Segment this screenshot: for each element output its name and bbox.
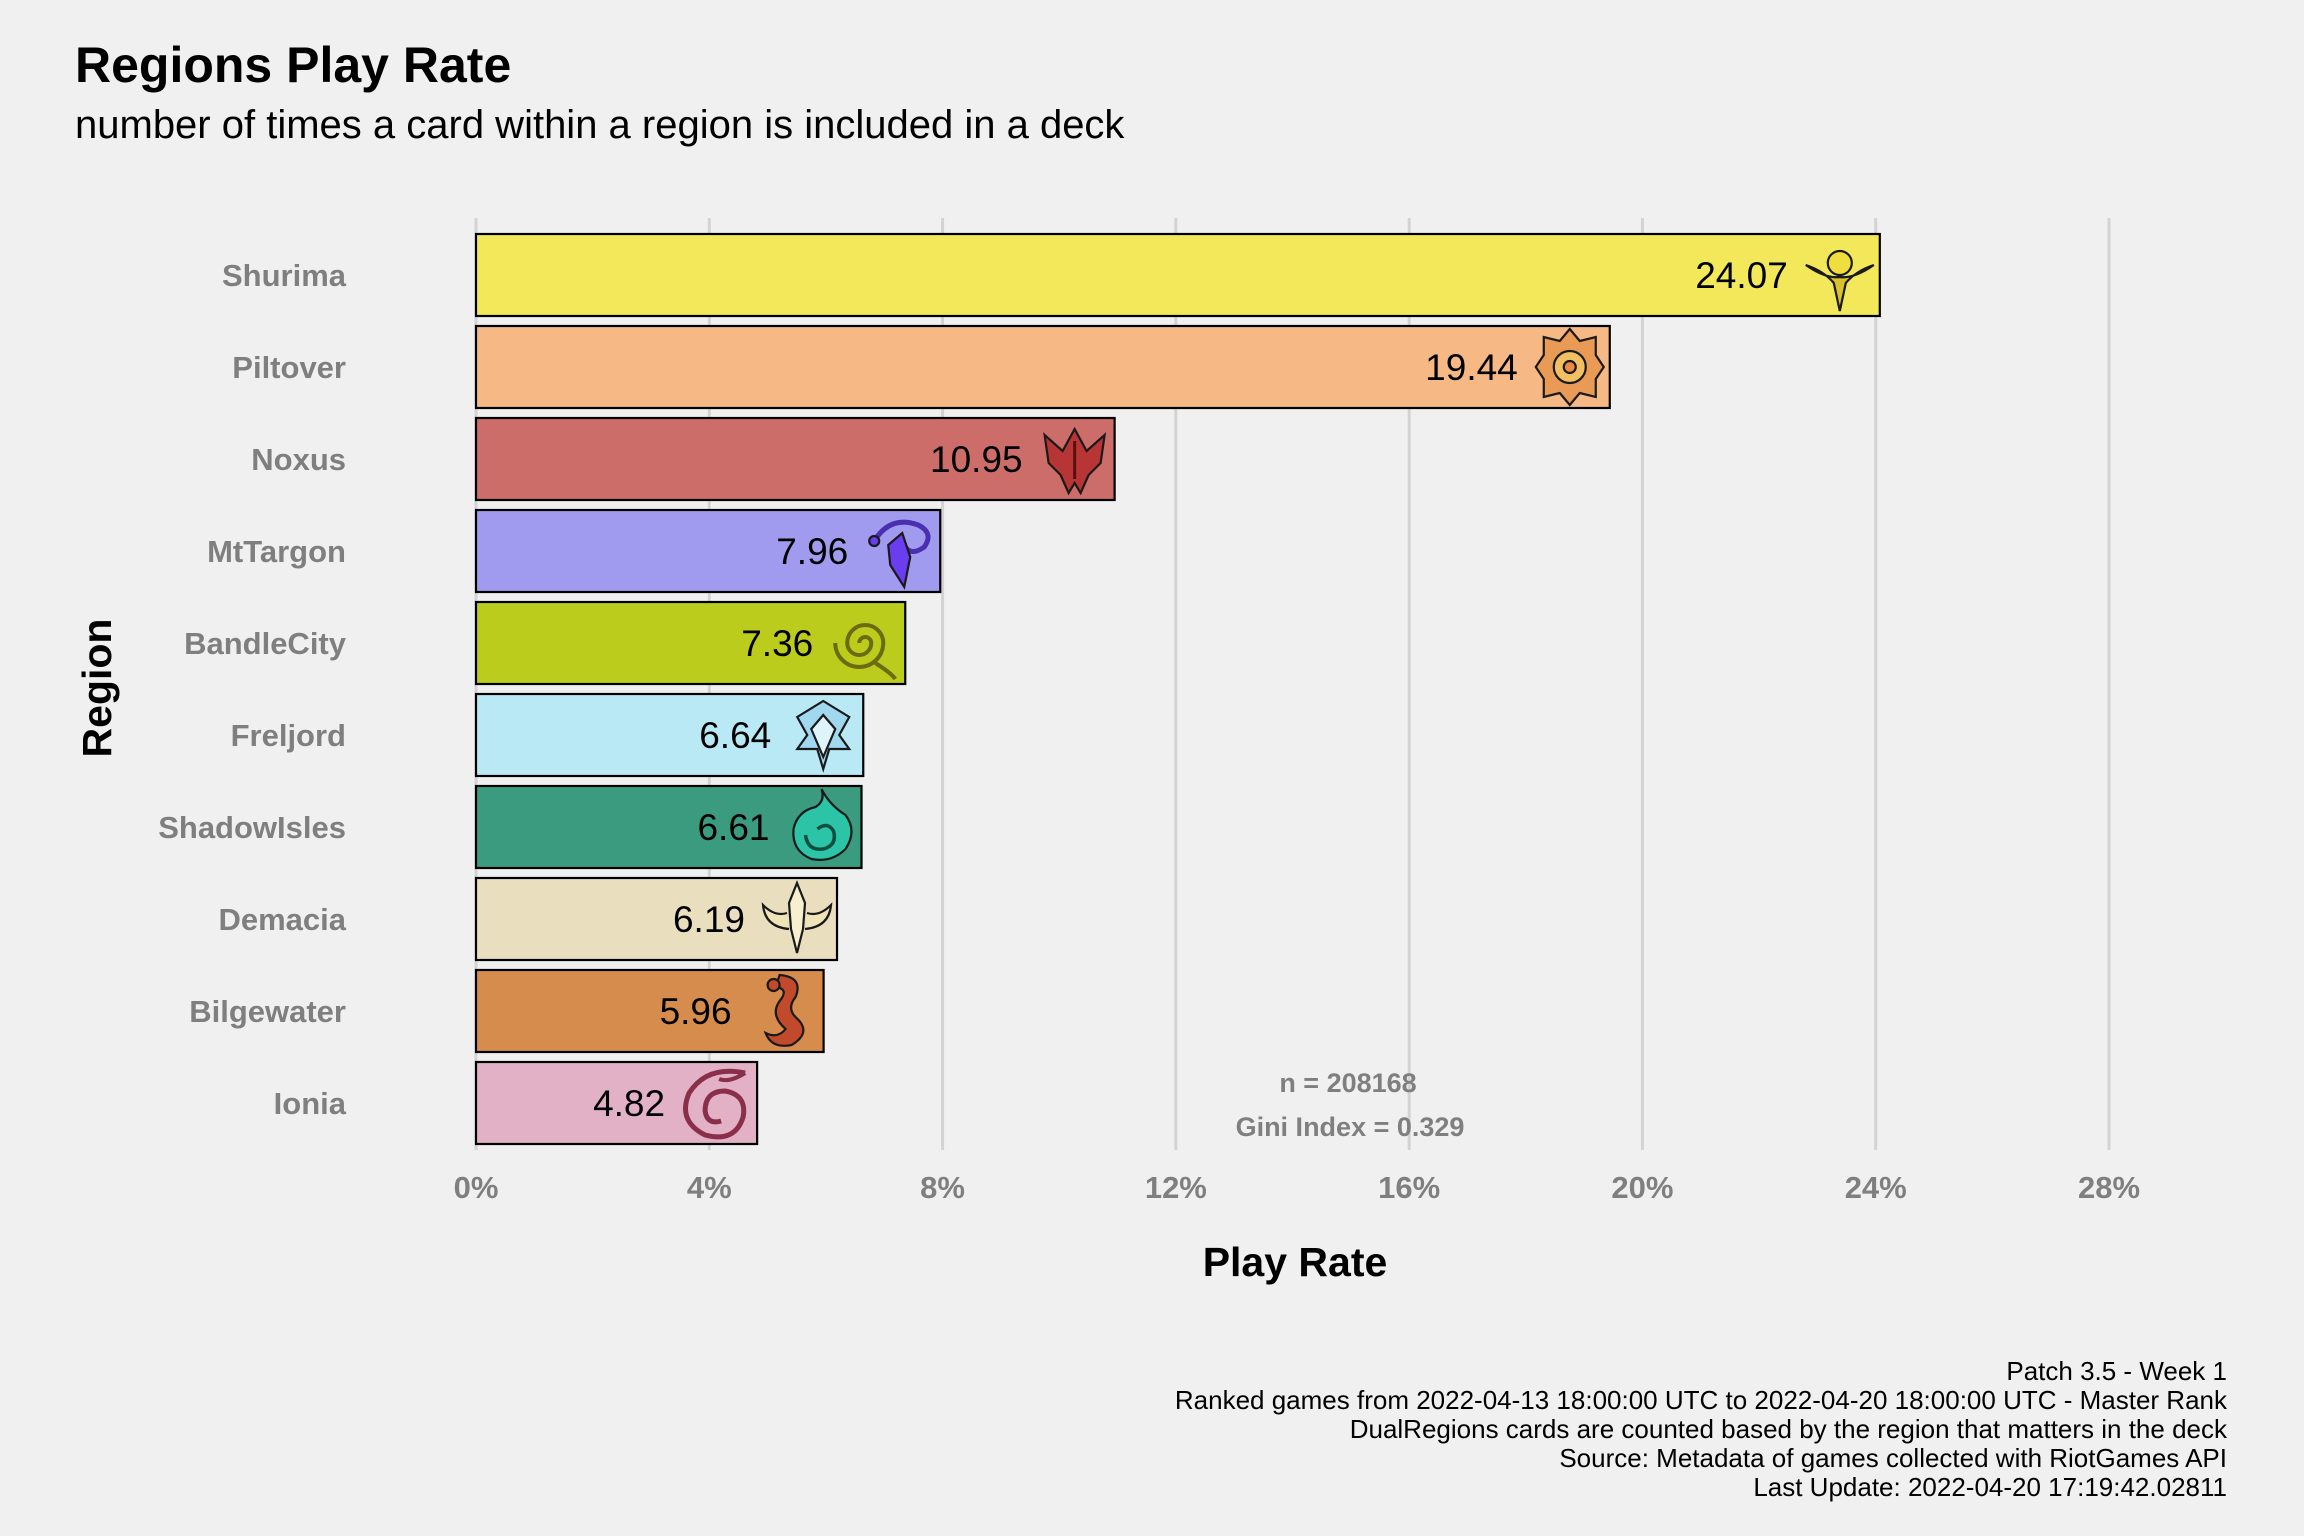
annotation-gini: Gini Index = 0.329 [1236,1112,1465,1142]
y-axis-title: Region [74,619,120,758]
bar-bilgewater: 5.96 [474,968,825,1054]
x-tick-label: 4% [687,1170,732,1205]
caption-line: Last Update: 2022-04-20 17:19:42.02811 [1753,1472,2227,1502]
bar [474,968,825,1054]
bilgewater-icon [763,973,805,1047]
bar-value-label: 6.64 [699,715,771,756]
y-tick-label: Shurima [222,258,347,293]
bar-freljord: 6.64 [474,692,865,778]
caption-line: Source: Metadata of games collected with… [1559,1443,2227,1473]
y-tick-labels: Shurima Piltover Noxus MtTargon BandleCity Fr… [158,258,347,1121]
bar-value-label: 19.44 [1425,347,1518,388]
annotation-n: n = 208168 [1279,1068,1416,1098]
bar-value-label: 6.61 [697,807,769,848]
bar [474,232,1881,318]
bandlecity-icon [833,623,897,681]
caption-line: Patch 3.5 - Week 1 [2006,1356,2227,1386]
y-tick-label: BandleCity [184,626,347,661]
bar-piltover: 19.44 [474,324,1611,410]
bar-value-label: 10.95 [930,439,1023,480]
chart-subtitle: number of times a card within a region i… [75,103,1125,147]
caption-line: Ranked games from 2022-04-13 18:00:00 UT… [1175,1385,2228,1415]
x-tick-labels: 0% 4% 8% 12% 16% 20% 24% 28% [454,1170,2140,1205]
bar-value-label: 4.82 [593,1083,665,1124]
y-tick-label: ShadowIsles [158,810,346,845]
bar-value-label: 6.19 [673,899,745,940]
y-tick-label: Noxus [251,442,346,477]
freljord-icon [795,699,852,773]
y-tick-label: Ionia [274,1086,347,1121]
x-axis-title: Play Rate [1203,1239,1388,1285]
y-tick-label: Freljord [231,718,346,753]
mttargon-icon [868,519,931,590]
bar [474,416,1116,502]
bar [474,508,942,594]
x-tick-label: 12% [1145,1170,1207,1205]
x-tick-label: 24% [1845,1170,1907,1205]
chart-title: Regions Play Rate [75,37,511,93]
piltover-icon [1534,327,1606,407]
y-tick-label: Piltover [232,350,346,385]
x-tick-label: 28% [2078,1170,2140,1205]
bar [474,600,907,686]
bar-shadowisles: 6.61 [474,784,863,870]
x-tick-label: 0% [454,1170,499,1205]
caption: Patch 3.5 - Week 1 Ranked games from 202… [1175,1356,2228,1502]
demacia-icon [761,880,833,954]
bar-noxus: 10.95 [474,416,1116,502]
bar-ionia: 4.82 [474,1060,759,1146]
bar [474,324,1611,410]
bar-value-label: 7.36 [741,623,813,664]
x-tick-label: 20% [1611,1170,1673,1205]
x-tick-label: 16% [1378,1170,1440,1205]
y-tick-label: MtTargon [207,534,346,569]
bar-value-label: 24.07 [1695,255,1788,296]
shadowisles-icon [792,788,853,861]
x-tick-label: 8% [920,1170,965,1205]
y-tick-label: Demacia [218,902,346,937]
bars: 24.07 19.44 10.95 7.96 7.36 6.64 6.61 6.19 5.96 4… [474,232,1881,1146]
ionia-icon [683,1068,747,1140]
shurima-icon [1805,249,1875,312]
bar-value-label: 5.96 [660,991,732,1032]
bar-shurima: 24.07 [474,232,1881,318]
bar-bandlecity: 7.36 [474,600,907,686]
noxus-icon [1043,426,1107,496]
bar-value-label: 7.96 [776,531,848,572]
bar-mttargon: 7.96 [474,508,942,594]
caption-line: DualRegions cards are counted based by t… [1350,1414,2228,1444]
bar-demacia: 6.19 [474,876,839,962]
y-tick-label: Bilgewater [189,994,346,1029]
bar [474,692,865,778]
